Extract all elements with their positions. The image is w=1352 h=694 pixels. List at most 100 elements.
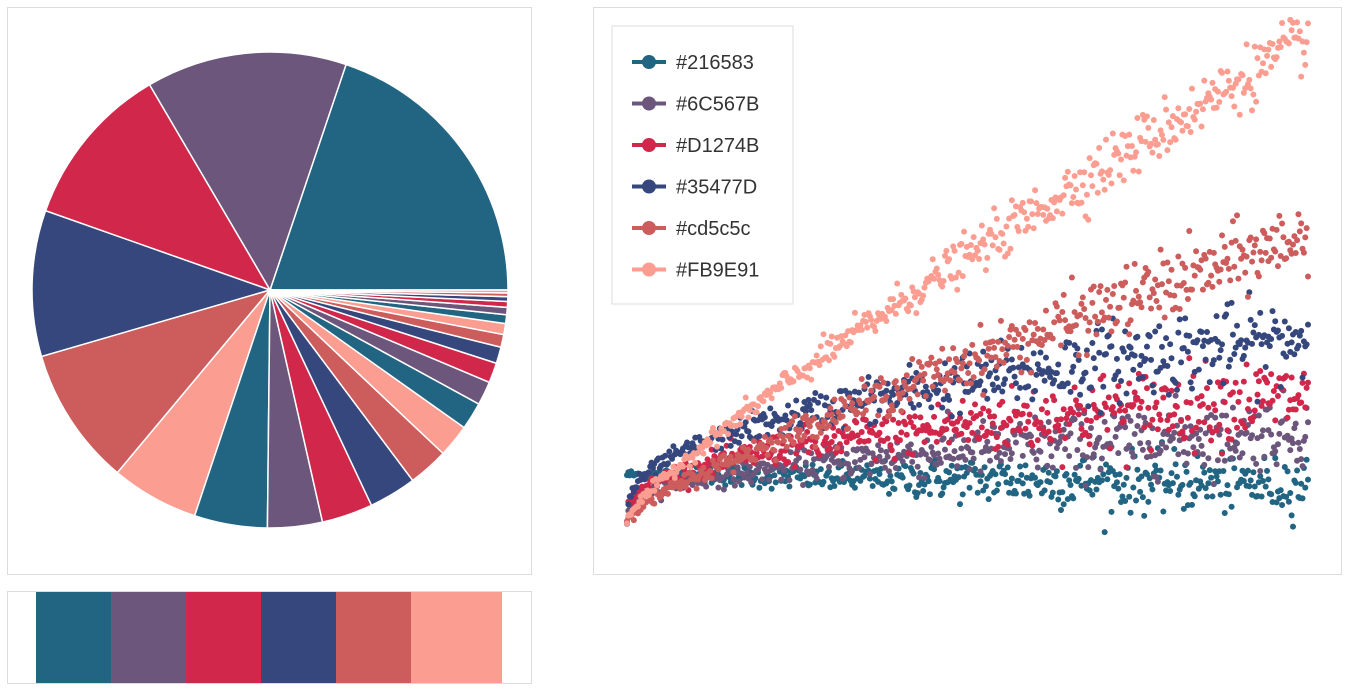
scatter-point	[982, 267, 989, 274]
scatter-point	[1266, 343, 1273, 350]
scatter-point	[1010, 427, 1017, 434]
scatter-point	[910, 383, 917, 390]
scatter-point	[843, 439, 850, 446]
scatter-point	[1291, 425, 1298, 432]
scatter-point	[1057, 506, 1064, 513]
scatter-point	[798, 437, 805, 444]
scatter-point	[770, 418, 777, 425]
scatter-point	[1154, 478, 1161, 485]
scatter-point	[1042, 397, 1049, 404]
scatter-point	[714, 443, 721, 450]
scatter-point	[1018, 471, 1025, 478]
scatter-point	[929, 383, 936, 390]
scatter-point	[972, 252, 979, 259]
scatter-point	[1023, 215, 1030, 222]
scatter-point	[1079, 182, 1086, 189]
scatter-point	[1152, 136, 1159, 143]
scatter-point	[995, 443, 1002, 450]
scatter-point	[1027, 198, 1034, 205]
scatter-point	[1093, 486, 1100, 493]
scatter-point	[840, 398, 847, 405]
scatter-point	[967, 380, 974, 387]
scatter-point	[946, 256, 953, 263]
scatter-point	[951, 448, 958, 455]
scatter-point	[956, 410, 963, 417]
scatter-point	[1224, 427, 1231, 434]
scatter-point	[815, 399, 822, 406]
scatter-point	[813, 352, 820, 359]
scatter-point	[997, 317, 1004, 324]
scatter-point	[1047, 374, 1054, 381]
scatter-point	[1111, 283, 1118, 290]
scatter-point	[1072, 186, 1079, 193]
scatter-point	[980, 487, 987, 494]
scatter-point	[763, 444, 770, 451]
scatter-point	[1276, 38, 1283, 45]
scatter-point	[1191, 272, 1198, 279]
scatter-point	[1231, 103, 1238, 110]
scatter-point	[1214, 457, 1221, 464]
scatter-point	[941, 360, 948, 367]
scatter-point	[899, 474, 906, 481]
scatter-point	[1164, 417, 1171, 424]
scatter-point	[892, 310, 899, 317]
scatter-point	[1262, 483, 1269, 490]
scatter-point	[715, 484, 722, 491]
scatter-point	[1182, 111, 1189, 118]
scatter-point	[1116, 172, 1123, 179]
scatter-point	[1134, 333, 1141, 340]
scatter-point	[1219, 341, 1226, 348]
scatter-point	[1239, 72, 1246, 79]
scatter-point	[1250, 249, 1257, 256]
scatter-point	[1269, 397, 1276, 404]
scatter-point	[1238, 337, 1245, 344]
scatter-point	[1244, 406, 1251, 413]
scatter-point	[1188, 427, 1195, 434]
scatter-point	[1184, 296, 1191, 303]
scatter-point	[790, 378, 797, 385]
scatter-point	[1082, 482, 1089, 489]
scatter-point	[928, 354, 935, 361]
scatter-point	[1127, 317, 1134, 324]
scatter-point	[782, 424, 789, 431]
scatter-point	[1219, 232, 1226, 239]
scatter-point	[1154, 141, 1161, 148]
scatter-point	[1055, 422, 1062, 429]
scatter-point	[1172, 461, 1179, 468]
scatter-point	[1299, 463, 1306, 470]
scatter-point	[862, 407, 869, 414]
scatter-point	[707, 467, 714, 474]
scatter-point	[1208, 96, 1215, 103]
scatter-point	[858, 326, 865, 333]
scatter-point	[906, 395, 913, 402]
scatter-point	[883, 393, 890, 400]
scatter-chart-panel: #216583 #6C567B #D1274B #35477D #cd5c5c #FB9E…	[593, 7, 1342, 575]
scatter-point	[1296, 228, 1303, 235]
scatter-point	[1038, 406, 1045, 413]
pie-slice	[31, 209, 273, 358]
scatter-point	[1283, 353, 1290, 360]
scatter-point	[1122, 424, 1129, 431]
scatter-point	[1139, 279, 1146, 286]
scatter-point	[1163, 335, 1170, 342]
scatter-point	[1078, 199, 1085, 206]
scatter-point	[1120, 481, 1127, 488]
scatter-point	[903, 431, 910, 438]
scatter-point	[1234, 212, 1241, 219]
scatter-point	[1145, 124, 1152, 131]
scatter-point	[1183, 468, 1190, 475]
scatter-point	[767, 389, 774, 396]
scatter-point	[1034, 210, 1041, 217]
scatter-point	[1216, 99, 1223, 106]
scatter-point	[1148, 305, 1155, 312]
scatter-point	[1195, 435, 1202, 442]
scatter-point	[1062, 317, 1069, 324]
scatter-point	[1126, 380, 1133, 387]
scatter-point	[1057, 416, 1064, 423]
scatter-chart: #216583 #6C567B #D1274B #35477D #cd5c5c #FB9E…	[611, 16, 1311, 536]
scatter-point	[761, 433, 768, 440]
scatter-point	[851, 309, 858, 316]
scatter-point	[1130, 484, 1137, 491]
scatter-point	[1217, 266, 1224, 273]
scatter-point	[910, 404, 917, 411]
